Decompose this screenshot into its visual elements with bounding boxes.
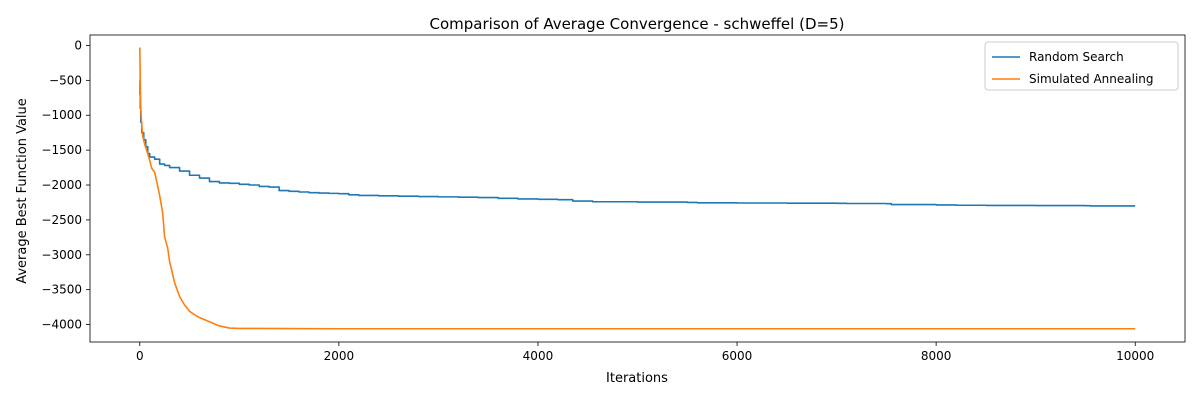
- y-tick-label: −3000: [41, 248, 82, 262]
- plot-area: 0 2000 4000 6000 8000 10000 0 −500 −1000 −1500 −20…: [41, 34, 1186, 363]
- series-line-2: [138, 47, 1136, 330]
- y-tick-label: 0: [74, 38, 82, 52]
- y-tick-label: −3500: [41, 283, 82, 297]
- legend: Random Search Simulated Annealing: [984, 41, 1179, 91]
- y-axis-label: Average Best Function Value: [15, 98, 30, 284]
- x-axis-label: Iterations: [606, 371, 668, 386]
- legend-label-2: Simulated Annealing: [1029, 72, 1154, 86]
- y-tick-label: −500: [49, 73, 82, 87]
- y-tick-label: −1000: [41, 108, 82, 122]
- x-tick-label: 4000: [523, 349, 554, 363]
- y-tick-label: −2000: [41, 178, 82, 192]
- series-line-1: [139, 79, 1136, 207]
- legend-label-1: Random Search: [1029, 50, 1124, 64]
- axes-frame: [89, 34, 1186, 343]
- x-tick-label: 10000: [1116, 349, 1154, 363]
- y-tick-label: −2500: [41, 213, 82, 227]
- chart-title: Comparison of Average Convergence - schw…: [430, 15, 845, 33]
- x-tick-label: 2000: [324, 349, 355, 363]
- x-tick-label: 8000: [921, 349, 952, 363]
- x-tick-label: 6000: [722, 349, 753, 363]
- legend-box: [984, 41, 1179, 91]
- x-tick-label: 0: [136, 349, 144, 363]
- y-tick-label: −4000: [41, 318, 82, 332]
- y-tick-label: −1500: [41, 143, 82, 157]
